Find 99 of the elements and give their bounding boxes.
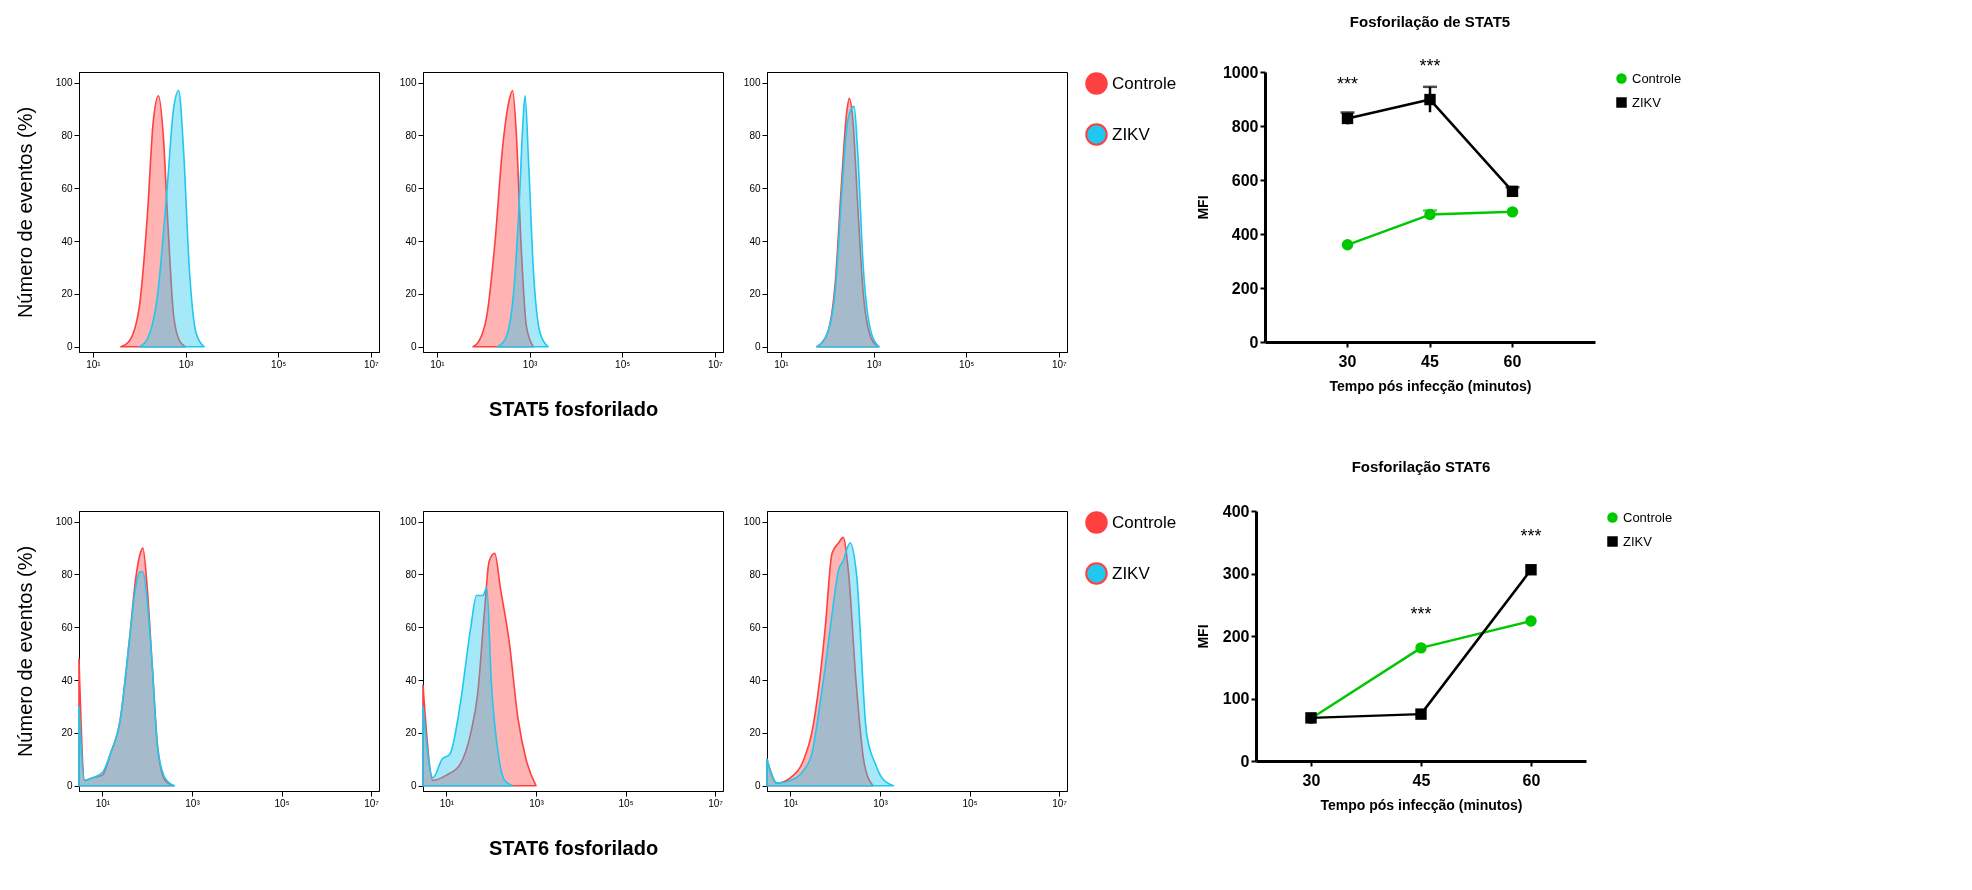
y-axis-title: MFI [1194, 624, 1211, 649]
y-tick-label: 20 [405, 727, 417, 739]
legend-label: ZIKV [1112, 563, 1151, 583]
legend-label: Controle [1623, 509, 1673, 525]
legend-label: ZIKV [1632, 94, 1662, 110]
annotation: *** [1410, 603, 1432, 624]
y-tick-label: 20 [749, 727, 761, 739]
y-tick-label: 80 [405, 568, 417, 580]
y-tick-label: 100 [399, 516, 417, 528]
chart-title: Fosforilação STAT6 [1351, 458, 1491, 475]
legend-label: ZIKV [1623, 533, 1653, 549]
x-tick-label: 10⁷ [708, 797, 724, 809]
y-tick-label: 80 [405, 129, 417, 141]
x-tick-label: 60 [1503, 352, 1522, 370]
y-tick-label: 40 [405, 235, 417, 247]
x-tick-label: 10⁷ [707, 358, 724, 370]
legend-label: Controle [1112, 512, 1177, 532]
y-tick-label: 40 [61, 674, 73, 686]
y-axis-title: Número de eventos (%) [13, 106, 36, 319]
y-tick-label: 20 [61, 727, 73, 739]
y-tick-label: 20 [749, 288, 761, 300]
x-tick-label: 10⁵ [959, 358, 975, 370]
legend-label: Controle [1632, 70, 1682, 86]
y-tick-label: 60 [405, 182, 417, 194]
x-tick-label: 10⁷ [364, 797, 380, 809]
y-axis-title: Número de eventos (%) [13, 545, 36, 758]
y-tick-label: 400 [1222, 502, 1250, 520]
y-tick-label: 80 [61, 129, 73, 141]
x-tick-label: 10⁷ [1051, 358, 1068, 370]
x-tick-label: 10¹ [439, 797, 455, 809]
x-tick-label: 30 [1338, 352, 1357, 370]
y-tick-label: 60 [749, 621, 761, 633]
y-tick-label: 60 [61, 182, 73, 194]
y-tick-label: 1000 [1222, 63, 1259, 81]
x-tick-label: 10⁵ [615, 358, 631, 370]
y-tick-label: 0 [1249, 333, 1259, 351]
x-tick-label: 45 [1421, 352, 1439, 370]
y-tick-label: 200 [1222, 627, 1250, 645]
y-tick-label: 80 [749, 568, 761, 580]
y-tick-label: 100 [399, 77, 417, 89]
y-tick-label: 100 [743, 516, 761, 528]
y-tick-label: 300 [1222, 565, 1250, 582]
y-tick-label: 60 [749, 182, 761, 194]
x-tick-label: 10⁷ [363, 358, 380, 370]
x-tick-label: 10⁵ [618, 797, 634, 809]
x-axis-title: STAT5 fosforilado [488, 397, 659, 420]
annotation: *** [1336, 74, 1359, 95]
y-tick-label: 0 [754, 780, 761, 792]
y-tick-label: 40 [749, 674, 761, 686]
x-tick-label: 60 [1522, 771, 1541, 789]
y-tick-label: 600 [1231, 171, 1259, 189]
x-tick-label: 10¹ [774, 358, 790, 370]
x-tick-label: 10³ [529, 797, 545, 809]
x-tick-label: 10³ [873, 797, 889, 809]
y-tick-label: 0 [66, 780, 73, 792]
x-tick-label: 10⁵ [274, 797, 290, 809]
x-tick-label: 10³ [185, 797, 201, 809]
y-tick-label: 20 [61, 288, 73, 300]
x-tick-label: 10¹ [783, 797, 799, 809]
y-tick-label: 40 [405, 674, 417, 686]
x-tick-label: 10³ [178, 358, 194, 370]
x-axis-title: Tempo pós infecção (minutos) [1329, 377, 1532, 394]
legend-label: Controle [1112, 73, 1177, 93]
y-tick-label: 0 [410, 780, 417, 792]
x-tick-label: 10³ [522, 358, 538, 370]
x-tick-label: 30 [1302, 771, 1321, 789]
y-tick-label: 0 [1240, 752, 1250, 770]
annotation: *** [1520, 525, 1542, 546]
x-tick-label: 10¹ [95, 797, 111, 809]
y-tick-label: 40 [749, 235, 761, 247]
x-tick-label: 45 [1412, 771, 1431, 789]
y-tick-label: 100 [55, 77, 73, 89]
x-axis-title: Tempo pós infecção (minutos) [1320, 796, 1523, 813]
y-tick-label: 80 [61, 568, 73, 580]
legend-label: ZIKV [1112, 124, 1151, 144]
y-axis-title: MFI [1194, 195, 1211, 220]
y-tick-label: 60 [405, 621, 417, 633]
y-tick-label: 0 [754, 341, 761, 353]
x-tick-label: 10⁵ [271, 358, 287, 370]
y-tick-label: 200 [1231, 279, 1259, 297]
y-tick-label: 40 [61, 235, 73, 247]
y-tick-label: 400 [1231, 225, 1259, 243]
x-tick-label: 10¹ [86, 358, 102, 370]
y-tick-label: 80 [749, 129, 761, 141]
annotation: *** [1419, 55, 1441, 76]
y-tick-label: 60 [61, 621, 73, 633]
y-tick-label: 20 [405, 288, 417, 300]
x-tick-label: 10⁵ [962, 797, 978, 809]
x-tick-label: 10¹ [430, 358, 446, 370]
y-tick-label: 100 [743, 77, 761, 89]
y-tick-label: 100 [1222, 690, 1250, 707]
y-tick-label: 0 [66, 341, 73, 353]
y-tick-label: 100 [55, 516, 73, 528]
y-tick-label: 0 [410, 341, 417, 353]
y-tick-label: 800 [1231, 117, 1259, 135]
x-tick-label: 10⁷ [1052, 797, 1068, 809]
chart-title: Fosforilação de STAT5 [1349, 12, 1511, 30]
x-axis-title: STAT6 fosforilado [488, 836, 659, 859]
x-tick-label: 10³ [866, 358, 882, 370]
